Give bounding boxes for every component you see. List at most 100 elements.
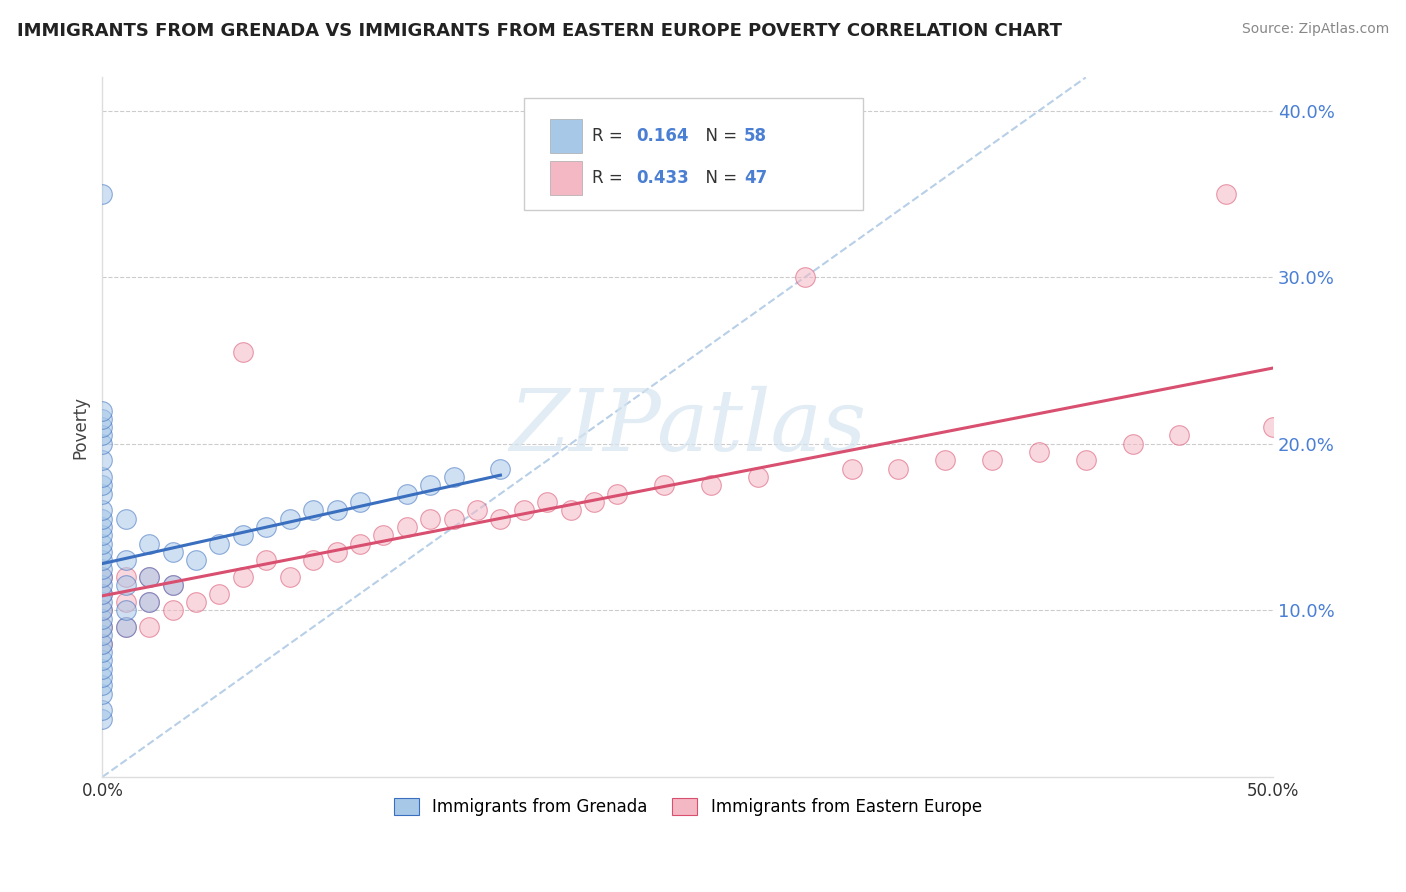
Point <box>91 487 114 501</box>
Point <box>934 453 956 467</box>
Point <box>349 495 371 509</box>
Point <box>981 453 1004 467</box>
Text: 0.164: 0.164 <box>637 128 689 145</box>
Point <box>232 528 254 542</box>
Point <box>349 537 371 551</box>
Point <box>91 187 114 202</box>
Point <box>841 462 863 476</box>
Text: ZIPatlas: ZIPatlas <box>509 386 866 468</box>
Point <box>325 545 347 559</box>
Point <box>91 537 114 551</box>
Point <box>91 412 114 426</box>
FancyBboxPatch shape <box>524 98 863 211</box>
Point <box>91 595 114 609</box>
Text: R =: R = <box>592 128 627 145</box>
Point <box>208 587 231 601</box>
Point <box>91 637 114 651</box>
Point <box>1122 437 1144 451</box>
Point <box>115 512 138 526</box>
Point <box>91 703 114 717</box>
Point <box>325 503 347 517</box>
Point <box>115 620 138 634</box>
Point <box>700 478 723 492</box>
Point <box>652 478 675 492</box>
Point <box>489 512 512 526</box>
Point <box>208 537 231 551</box>
Point <box>91 612 114 626</box>
Point <box>560 503 582 517</box>
Point <box>91 603 114 617</box>
Point <box>91 645 114 659</box>
Point <box>162 578 184 592</box>
Point <box>91 570 114 584</box>
Point <box>583 495 606 509</box>
Point <box>91 620 114 634</box>
Point <box>1261 420 1284 434</box>
Point <box>162 545 184 559</box>
Point <box>793 270 815 285</box>
Point <box>91 587 114 601</box>
Legend: Immigrants from Grenada, Immigrants from Eastern Europe: Immigrants from Grenada, Immigrants from… <box>385 789 990 824</box>
Text: 47: 47 <box>744 169 768 187</box>
Point <box>138 595 160 609</box>
Bar <box>550 120 582 153</box>
Point <box>91 637 114 651</box>
Point <box>91 528 114 542</box>
Point <box>747 470 769 484</box>
Point <box>91 420 114 434</box>
Point <box>278 570 301 584</box>
Text: N =: N = <box>695 128 742 145</box>
Point <box>91 553 114 567</box>
Point <box>91 503 114 517</box>
Point <box>91 603 114 617</box>
Point <box>91 712 114 726</box>
Point <box>513 503 536 517</box>
Point <box>91 437 114 451</box>
Point <box>1215 187 1237 202</box>
Point <box>91 653 114 667</box>
Point <box>115 603 138 617</box>
Point <box>184 553 207 567</box>
Point <box>162 578 184 592</box>
Point <box>138 570 160 584</box>
Point <box>115 553 138 567</box>
Point <box>138 620 160 634</box>
Point <box>91 545 114 559</box>
Point <box>1028 445 1050 459</box>
Text: 58: 58 <box>744 128 766 145</box>
Point <box>91 678 114 692</box>
Point <box>91 587 114 601</box>
Point <box>419 512 441 526</box>
Point <box>115 570 138 584</box>
Point <box>91 620 114 634</box>
Point <box>254 520 277 534</box>
Point <box>91 562 114 576</box>
Point <box>232 570 254 584</box>
Point <box>91 628 114 642</box>
Y-axis label: Poverty: Poverty <box>72 396 89 458</box>
Bar <box>550 161 582 195</box>
Point <box>138 595 160 609</box>
Point <box>115 578 138 592</box>
Text: N =: N = <box>695 169 742 187</box>
Point <box>162 603 184 617</box>
Point <box>1168 428 1191 442</box>
Point <box>1074 453 1097 467</box>
Point <box>443 470 465 484</box>
Point <box>536 495 558 509</box>
Text: 0.433: 0.433 <box>637 169 689 187</box>
Point <box>91 670 114 684</box>
Point <box>91 570 114 584</box>
Point <box>443 512 465 526</box>
Text: Source: ZipAtlas.com: Source: ZipAtlas.com <box>1241 22 1389 37</box>
Point <box>91 453 114 467</box>
Point <box>138 537 160 551</box>
Point <box>115 595 138 609</box>
Point <box>91 578 114 592</box>
Point <box>91 520 114 534</box>
Point <box>887 462 910 476</box>
Point <box>91 687 114 701</box>
Point <box>465 503 488 517</box>
Point <box>91 662 114 676</box>
Point <box>489 462 512 476</box>
